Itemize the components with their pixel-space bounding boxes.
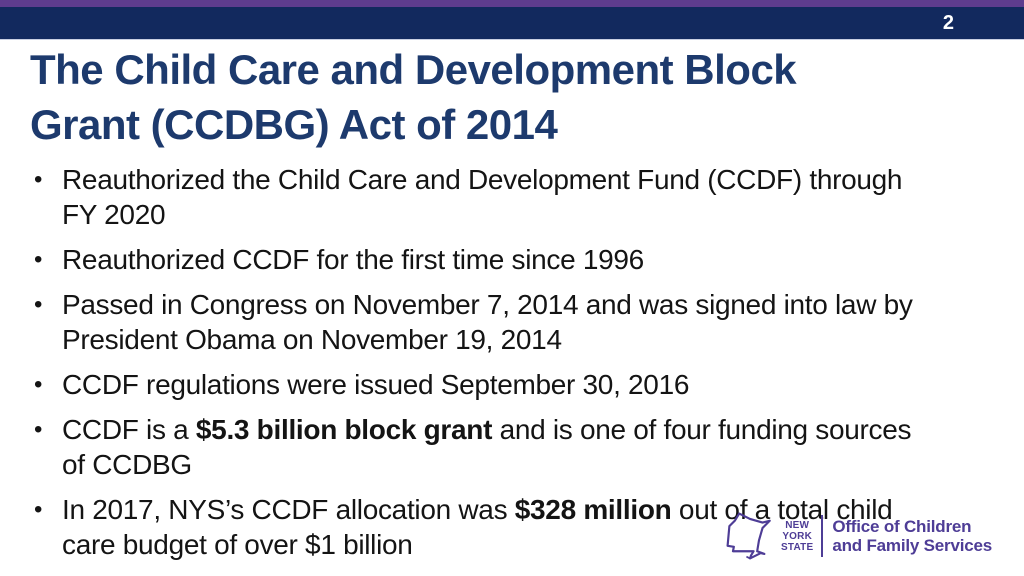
bullet-item-6: • In 2017, NYS’s CCDF allocation was $32… — [0, 492, 1000, 562]
top-accent-strip — [0, 0, 1024, 7]
bullet-marker: • — [34, 496, 43, 523]
new-york-state-icon — [726, 512, 771, 560]
bullet-marker: • — [34, 371, 43, 398]
bullet-item-1: • Reauthorized the Child Care and Develo… — [0, 162, 1000, 232]
nys-ocfs-logo: NEW YORK STATE Office of Children and Fa… — [723, 510, 992, 562]
bullet-list: • Reauthorized the Child Care and Develo… — [0, 162, 1000, 572]
bullet-text-segment: In 2017, NYS’s CCDF allocation was — [62, 494, 515, 525]
bullet-text: Reauthorized CCDF for the first time sin… — [62, 242, 1000, 277]
bullet-text-bold-segment: $5.3 billion block grant — [195, 414, 493, 445]
bullet-text: CCDF is a $5.3 billion block grant and i… — [62, 412, 1000, 482]
bullet-text-segment: of CCDBG — [62, 449, 192, 480]
bullet-marker: • — [34, 416, 43, 443]
nys-logo-wordmark: NEW YORK STATE — [781, 520, 813, 553]
agency-name-line2: and Family Services — [832, 536, 992, 555]
bullet-text-segment: FY 2020 — [62, 199, 166, 230]
bullet-text: Passed in Congress on November 7, 2014 a… — [62, 287, 1000, 357]
nys-word-york: YORK — [782, 530, 813, 542]
bullet-item-5: • CCDF is a $5.3 billion block grant and… — [0, 412, 1000, 482]
bullet-text-segment: and is one of four funding sources — [492, 414, 912, 445]
bullet-text: In 2017, NYS’s CCDF allocation was $328 … — [62, 492, 1000, 562]
bullet-text: Reauthorized the Child Care and Developm… — [62, 162, 1000, 232]
bullet-marker: • — [34, 291, 43, 318]
agency-name-line1: Office of Children — [832, 517, 972, 536]
bullet-text-bold-segment: $328 million — [514, 494, 672, 525]
bullet-text-segment: Passed in Congress on November 7, 2014 a… — [62, 289, 913, 320]
slide-number: 2 — [942, 12, 954, 34]
agency-name: Office of Children and Family Services — [832, 517, 992, 555]
bullet-marker: • — [34, 166, 43, 193]
bullet-text-segment: Reauthorized CCDF for the first time sin… — [62, 244, 644, 275]
slide-title-line2: Grant (CCDBG) Act of 2014 — [30, 101, 558, 148]
bullet-text-segment: care budget of over $1 billion — [62, 529, 413, 560]
bullet-item-2: • Reauthorized CCDF for the first time s… — [0, 242, 1000, 277]
bullet-text-segment: CCDF is a — [62, 414, 196, 445]
slide-title-line1: The Child Care and Development Block — [30, 46, 797, 93]
nys-word-state: STATE — [781, 541, 814, 553]
logo-divider — [821, 515, 824, 557]
bullet-item-3: • Passed in Congress on November 7, 2014… — [0, 287, 1000, 357]
bullet-marker: • — [34, 246, 43, 273]
header-bar: 2 — [0, 7, 1024, 40]
bullet-text: CCDF regulations were issued September 3… — [62, 367, 1000, 402]
bullet-text-segment: out of a total child — [671, 494, 893, 525]
bullet-text-segment: CCDF regulations were issued September 3… — [62, 369, 690, 400]
nys-word-new: NEW — [785, 519, 810, 531]
bullet-text-segment: Reauthorized the Child Care and Developm… — [62, 164, 903, 195]
bullet-text-segment: President Obama on November 19, 2014 — [62, 324, 562, 355]
slide-title: The Child Care and Development Block Gra… — [30, 42, 990, 152]
bullet-item-4: • CCDF regulations were issued September… — [0, 367, 1000, 402]
